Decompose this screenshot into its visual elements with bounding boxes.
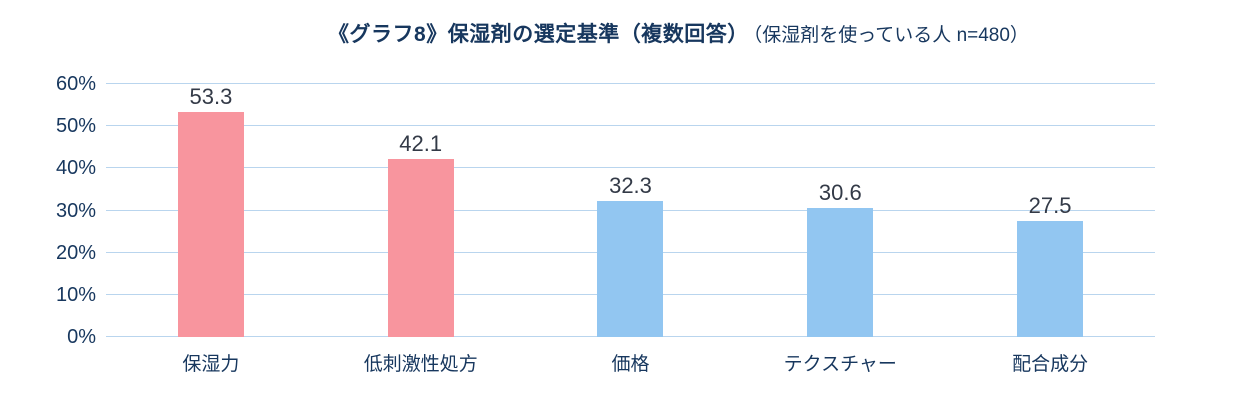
chart-title-main: 《グラフ8》保湿剤の選定基準（複数回答）: [328, 23, 749, 46]
chart-title-sub: （保湿剤を使っている人 n=480）: [752, 25, 1029, 46]
x-tick-label-0: 保湿力: [182, 354, 240, 375]
bar-group-2: 32.3: [526, 84, 736, 337]
bar-テクスチャー: [807, 207, 874, 337]
bar-保湿力: [177, 112, 244, 337]
plot-area: 53.3 42.1 32.3 30.6 27.5: [106, 83, 1155, 337]
y-tick-label-0: 0%: [67, 326, 96, 348]
bar-chart: 0% 10% 20% 30% 40% 50% 60% 53.3 42.1 32.3 30.6 27.…: [0, 74, 1237, 347]
x-tick-label-1: 低刺激性処方: [363, 354, 478, 375]
bar-value-label: 27.5: [1028, 193, 1072, 219]
gridline-40: [106, 167, 1155, 169]
bar-value-label: 30.6: [818, 179, 862, 205]
bar-value-label: 42.1: [399, 131, 443, 157]
x-tick-label-4: 配合成分: [1012, 354, 1089, 375]
chart-title: 《グラフ8》保湿剤の選定基準（複数回答） （保湿剤を使っている人 n=480）: [0, 18, 1237, 48]
x-axis-labels: 保湿力 低刺激性処方 価格 テクスチャー 配合成分: [106, 349, 1237, 376]
bar-group-3: 30.6: [735, 84, 945, 337]
y-tick-label-20: 20%: [55, 241, 96, 264]
bar-group-4: 27.5: [945, 84, 1155, 337]
y-tick-label-30: 30%: [55, 199, 96, 222]
x-tick-label-3: テクスチャー: [783, 354, 897, 375]
bar-value-label: 53.3: [189, 84, 233, 110]
bar-配合成分: [1017, 221, 1084, 337]
gridline-60: [106, 83, 1155, 84]
y-tick-label-10: 10%: [55, 283, 96, 306]
y-tick-label-60: 60%: [55, 73, 96, 95]
y-tick-label-40: 40%: [55, 157, 96, 180]
bar-group-0: 53.3: [106, 84, 316, 337]
x-tick-label-2: 価格: [611, 354, 650, 375]
y-axis: 0% 10% 20% 30% 40% 50% 60%: [0, 74, 106, 347]
bar-価格: [597, 200, 664, 337]
bar-value-label: 32.3: [609, 172, 652, 198]
gridline-50: [106, 125, 1155, 127]
y-tick-label-50: 50%: [55, 115, 96, 138]
bar-group-1: 42.1: [316, 84, 526, 337]
bar-低刺激性処方: [387, 159, 454, 337]
bars-row: 53.3 42.1 32.3 30.6 27.5: [106, 84, 1155, 337]
